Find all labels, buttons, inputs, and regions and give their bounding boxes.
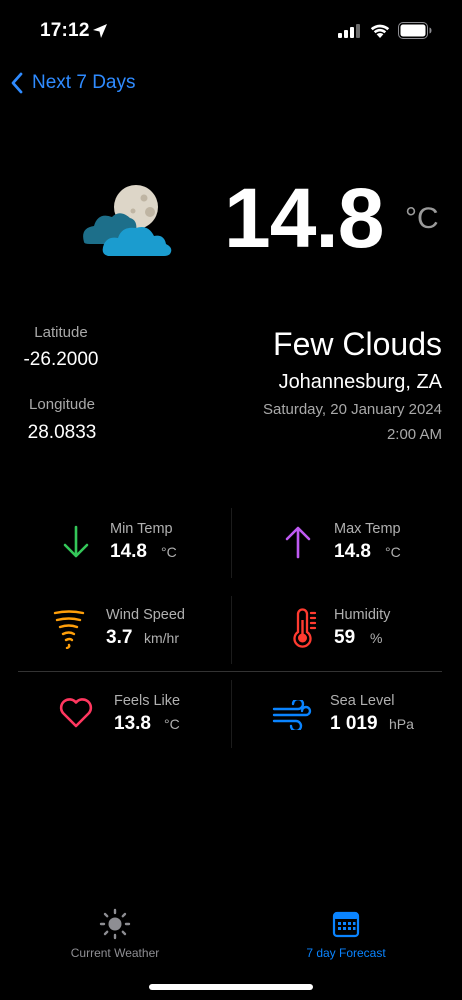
location-arrow-icon xyxy=(93,24,107,38)
time-text: 2:00 AM xyxy=(386,426,442,443)
grid-divider xyxy=(18,671,442,672)
stat-unit: °C xyxy=(164,716,180,732)
wind-icon xyxy=(272,700,312,730)
stat-label: Min Temp xyxy=(110,521,173,537)
tab-label: Current Weather xyxy=(70,946,160,960)
arrow-down-icon xyxy=(63,525,89,558)
grid-divider xyxy=(231,680,232,748)
stat-unit: hPa xyxy=(389,716,414,732)
stat-value: 13.8 xyxy=(114,713,151,734)
calendar-icon xyxy=(332,911,360,938)
stat-label: Humidity xyxy=(334,607,391,623)
status-time: 17:12 xyxy=(40,20,90,41)
temperature-unit: °C xyxy=(405,202,439,235)
cloud-moon-icon xyxy=(83,185,172,256)
longitude-value: 28.0833 xyxy=(27,422,97,443)
temperature-value: 14.8 xyxy=(224,171,384,265)
stat-unit: % xyxy=(370,630,383,646)
stat-label: Wind Speed xyxy=(106,607,185,623)
stat-value: 3.7 xyxy=(106,627,133,648)
home-indicator[interactable] xyxy=(149,984,313,990)
stat-label: Max Temp xyxy=(334,521,401,537)
location-name: Johannesburg, ZA xyxy=(278,371,442,393)
wifi-icon xyxy=(370,24,390,38)
sun-icon xyxy=(99,908,131,940)
grid-divider xyxy=(231,508,232,578)
back-label: Next 7 Days xyxy=(32,72,136,93)
stat-label: Feels Like xyxy=(114,693,181,709)
heart-icon xyxy=(59,698,93,728)
stat-label: Sea Level xyxy=(330,693,395,709)
longitude-label: Longitude xyxy=(29,396,95,413)
latitude-label: Latitude xyxy=(34,324,88,341)
latitude-value: -26.2000 xyxy=(23,349,99,370)
arrow-up-icon xyxy=(285,526,311,559)
stat-unit: °C xyxy=(385,544,401,560)
chevron-left-icon xyxy=(11,72,23,94)
date-text: Saturday, 20 January 2024 xyxy=(262,401,442,418)
tornado-icon xyxy=(53,610,85,649)
stat-unit: km/hr xyxy=(144,630,179,646)
cellular-signal-icon xyxy=(338,24,360,38)
stat-value: 1 019 xyxy=(330,713,378,734)
grid-divider xyxy=(231,596,232,664)
stat-value: 59 xyxy=(334,627,356,648)
stat-value: 14.8 xyxy=(334,541,371,562)
back-button[interactable]: Next 7 Days xyxy=(10,70,135,96)
tab-7-day-forecast[interactable]: 7 day Forecast xyxy=(256,908,436,960)
stat-unit: °C xyxy=(161,544,177,560)
battery-icon xyxy=(398,22,432,39)
tab-label: 7 day Forecast xyxy=(306,946,386,960)
thermometer-icon xyxy=(293,608,317,648)
weather-condition: Few Clouds xyxy=(273,326,442,362)
stat-value: 14.8 xyxy=(110,541,147,562)
tab-current-weather[interactable]: Current Weather xyxy=(25,908,205,960)
